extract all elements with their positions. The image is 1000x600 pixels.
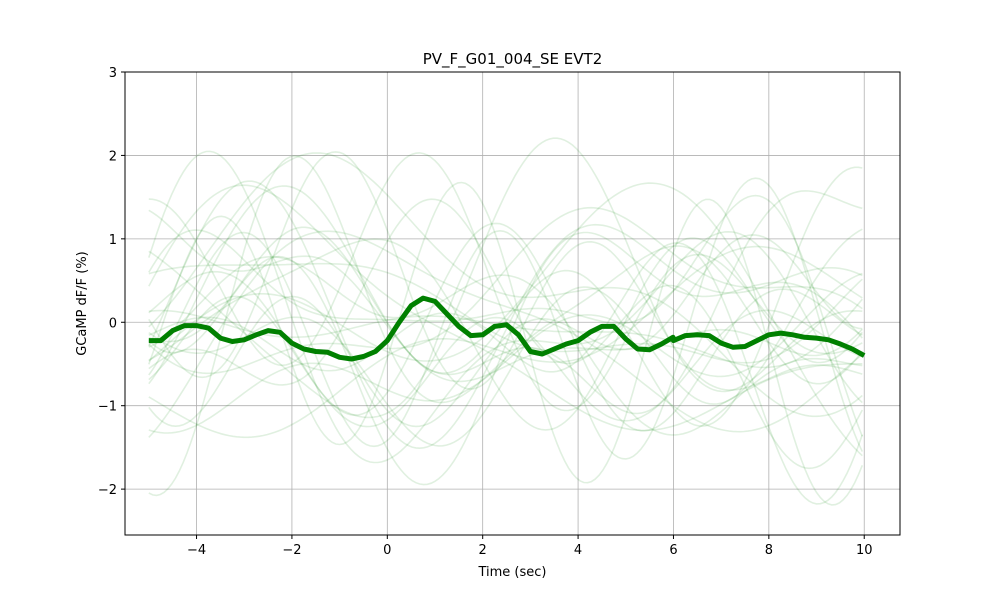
trial-trace [148,272,863,434]
trial-trace [148,152,863,412]
trial-trace [148,245,863,439]
x-tick-label: 6 [669,543,677,558]
trial-trace [148,181,864,506]
x-axis-label: Time (sec) [477,565,546,580]
x-axis-ticks: −4 −2 0 2 4 6 8 10 [187,535,873,558]
y-tick-label: 1 [109,233,117,248]
x-tick-label: −4 [187,543,206,558]
y-tick-label: 0 [109,316,117,331]
trial-trace [148,231,863,486]
trial-trace [148,151,863,391]
y-axis-label: GCaMP dF/F (%) [75,251,90,356]
y-axis-ticks: −2 −1 0 1 2 3 [98,66,125,498]
x-tick-label: 4 [574,543,582,558]
trial-trace [148,262,863,364]
mean-series-line [148,295,866,362]
y-tick-label: −1 [98,400,117,415]
trial-trace [148,270,863,428]
plot-frame [124,71,901,536]
trial-trace [148,194,864,437]
trial-trace [148,177,864,460]
trial-trace [148,184,863,432]
trial-trace [148,222,863,432]
x-tick-label: 10 [856,543,873,558]
trial-trace [148,206,863,375]
trial-trace [148,155,863,497]
trial-trace [148,230,863,438]
trial-trace [148,180,863,450]
trial-trace [148,242,864,505]
trial-trace [148,234,863,428]
trial-traces [148,137,864,506]
trial-trace [148,255,863,436]
chart-title: PV_F_G01_004_SE EVT2 [423,50,603,69]
mean-trace [148,295,866,362]
trial-trace [148,198,864,470]
trial-trace [148,182,863,457]
y-tick-label: 3 [109,66,117,81]
x-tick-label: 2 [479,543,487,558]
trial-trace [148,166,863,427]
x-tick-label: 0 [383,543,391,558]
trial-trace [148,228,863,447]
trial-trace [148,209,863,383]
y-tick-label: −2 [98,483,117,498]
trial-trace [148,150,863,464]
x-tick-label: 8 [765,543,773,558]
y-tick-label: 2 [109,149,117,164]
trial-trace [148,190,863,415]
trial-trace [148,237,863,431]
trial-trace [148,152,863,418]
x-tick-label: −2 [282,543,301,558]
trial-trace [148,137,863,419]
